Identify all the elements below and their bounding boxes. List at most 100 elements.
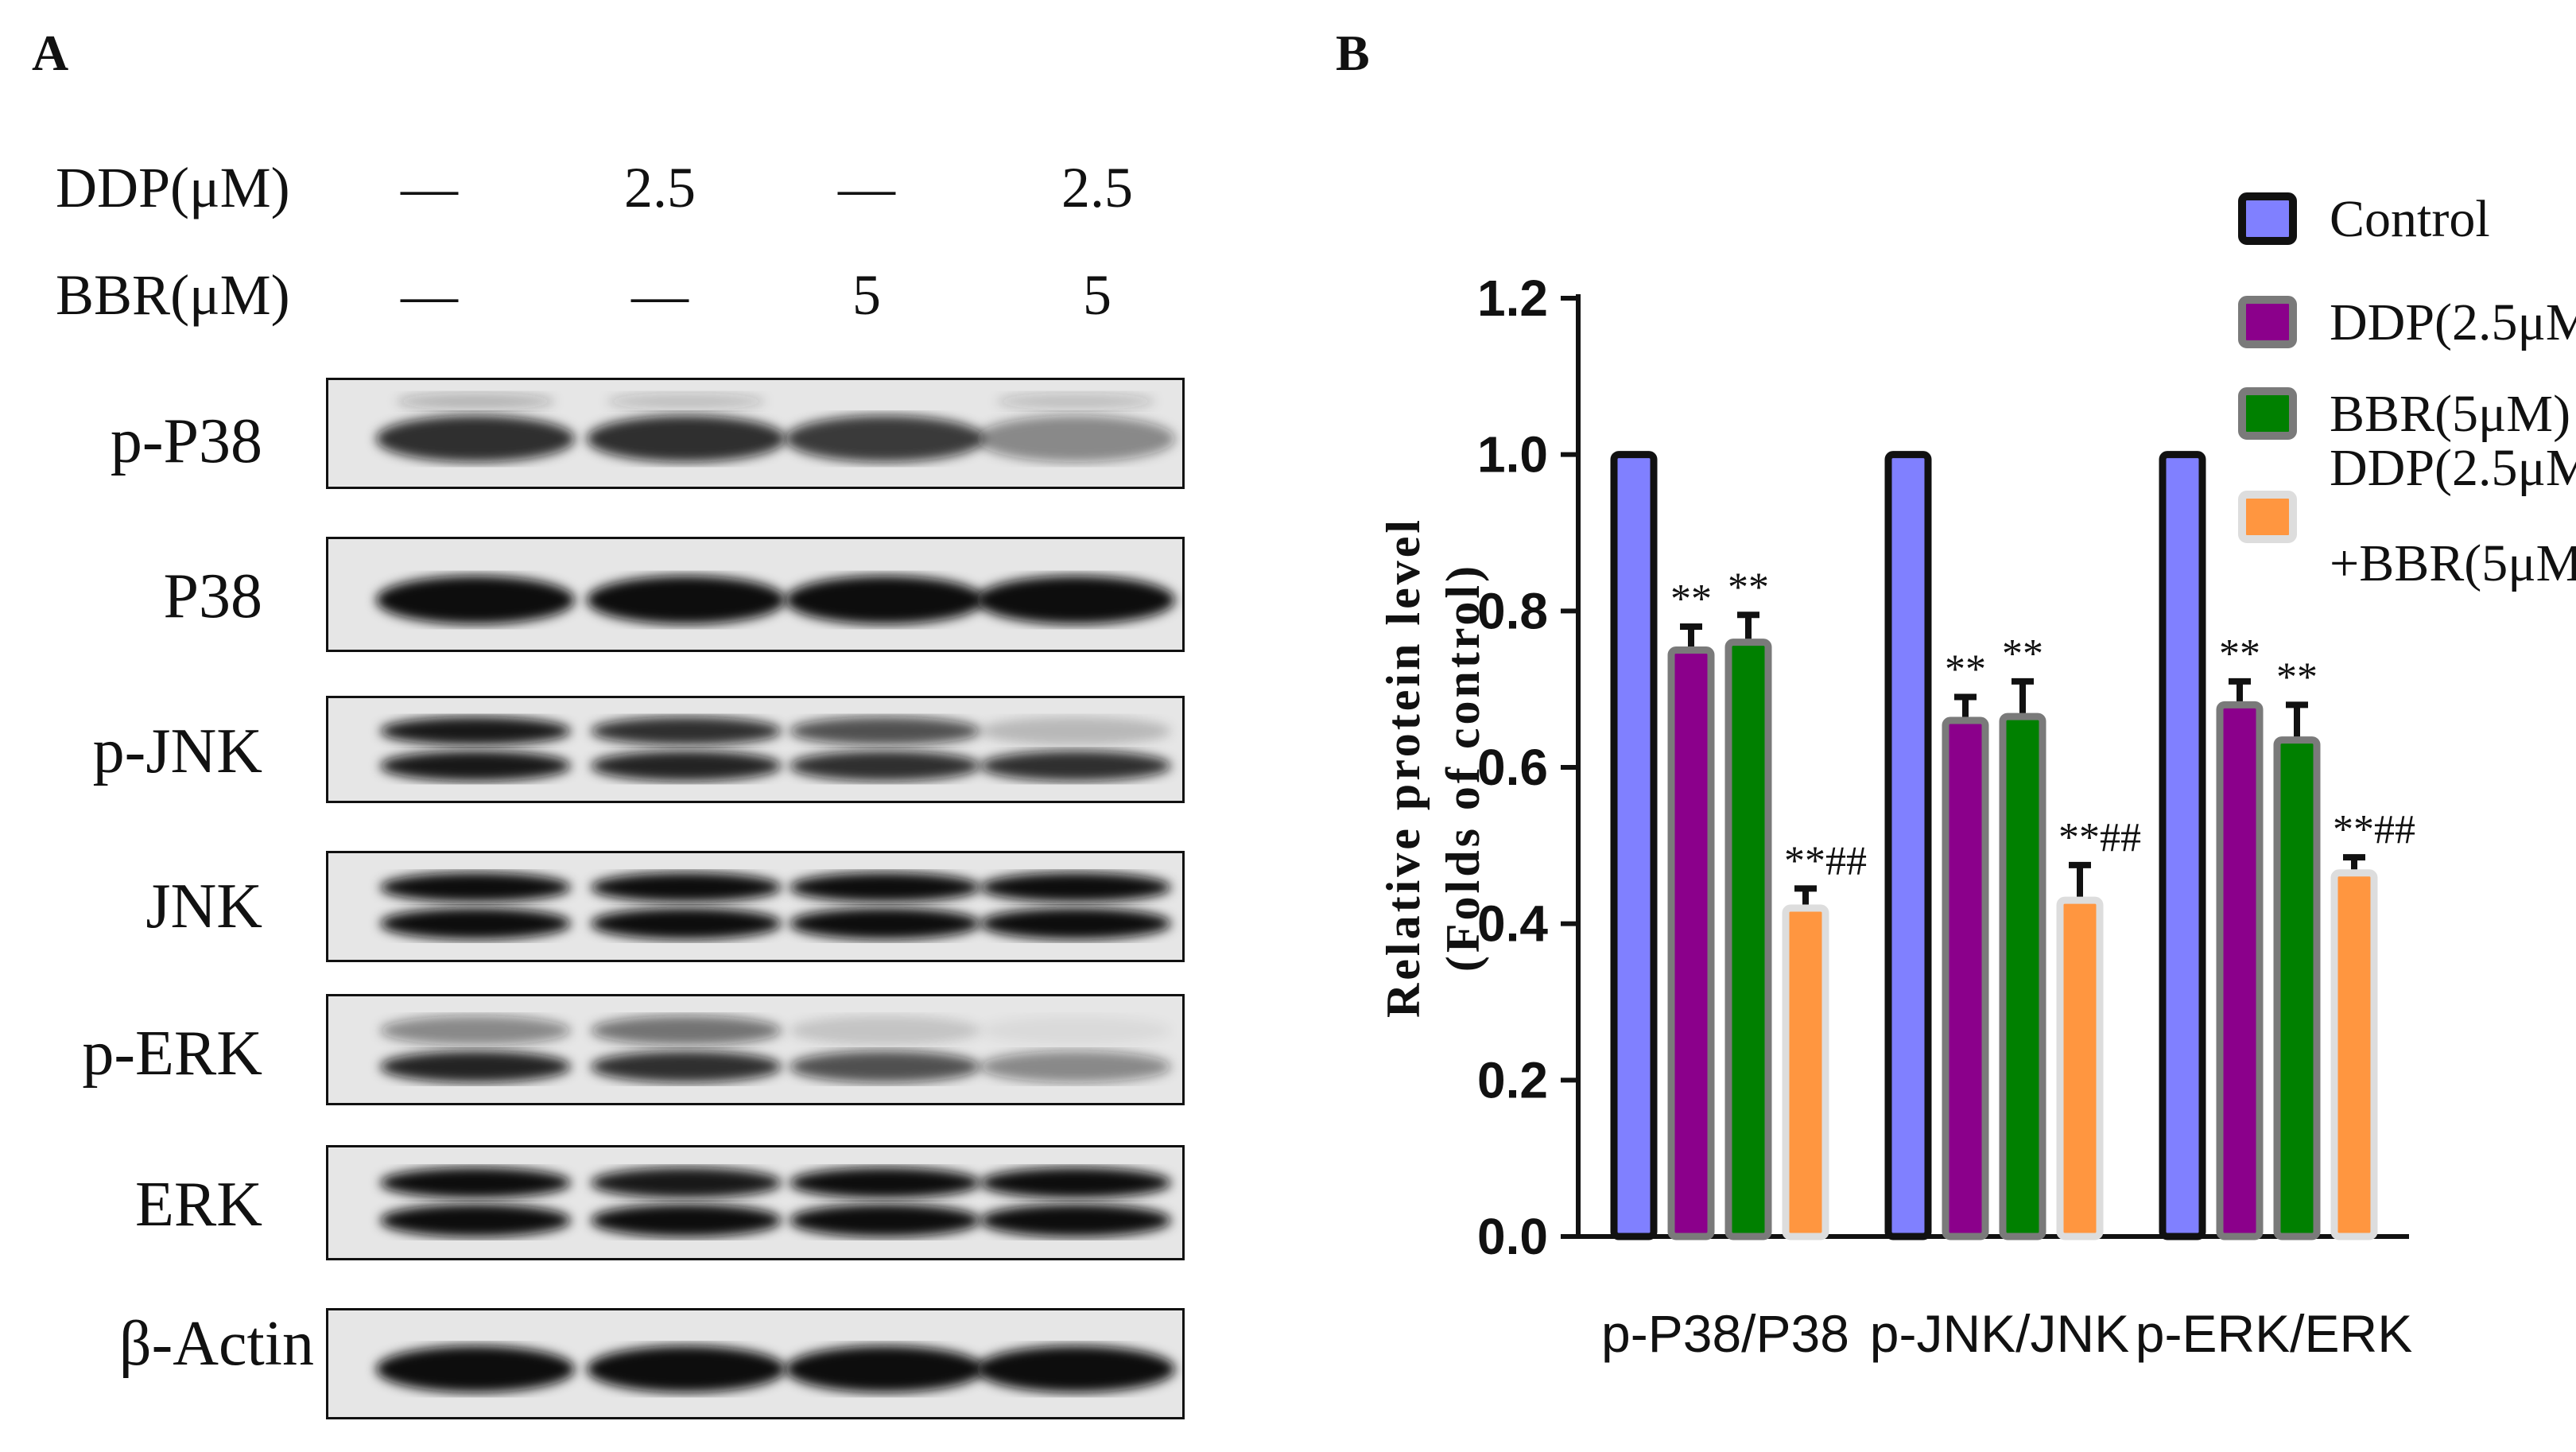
blot-band-lower	[380, 750, 571, 782]
blot-band-lower	[980, 1050, 1171, 1083]
blot-band-upper	[980, 716, 1171, 746]
blot-label-p38: P38	[163, 561, 263, 631]
blot-band-upper	[980, 1015, 1171, 1046]
legend-label: Control	[2330, 190, 2490, 248]
bbr-lane-4: 5	[1083, 263, 1111, 327]
blot-label-erk: ERK	[135, 1170, 262, 1240]
y-tick-label: 0.8	[1477, 582, 1548, 639]
blot-background	[328, 996, 1182, 1103]
bar	[1782, 904, 1829, 1240]
blot-label-jnk: JNK	[145, 872, 262, 941]
blot-strip-p-erk	[326, 994, 1185, 1105]
blot-band-upper	[380, 716, 571, 746]
blot-band-lower	[789, 1050, 980, 1083]
blot-band-upper	[789, 872, 980, 903]
blot-band	[786, 575, 984, 625]
significance-mark: **##	[1784, 838, 1867, 883]
blot-label-beta-actin: β-Actin	[118, 1309, 314, 1379]
x-tick-label: p-JNK/JNK	[1870, 1304, 2129, 1363]
blot-label-p-p38: p-P38	[110, 406, 262, 476]
legend-label: +BBR(5μM)	[2330, 534, 2576, 592]
blot-image-p-p38	[328, 380, 1182, 487]
ddp-lane-1: —	[401, 156, 458, 219]
blot-band-upper	[789, 716, 980, 746]
y-axis-label-2: (Folds of control)	[1437, 563, 1489, 972]
blot-band-lower	[380, 907, 571, 940]
ddp-lane-3: —	[838, 156, 895, 219]
significance-mark: **	[1670, 577, 1712, 622]
blot-band-lower	[980, 907, 1171, 940]
blot-band-upper	[591, 872, 782, 903]
blot-band	[376, 1345, 575, 1393]
blot-background	[328, 853, 1182, 960]
significance-mark: **	[1945, 647, 1986, 693]
bar	[2330, 869, 2378, 1240]
bar	[1942, 716, 1989, 1240]
blot-band-upper	[789, 1015, 980, 1046]
bbr-lane-3: 5	[852, 263, 881, 327]
blot-band-upper	[380, 1167, 571, 1198]
significance-mark: **##	[2058, 815, 2141, 860]
blot-band-faint	[396, 393, 555, 410]
blot-band	[376, 575, 575, 625]
significance-mark: **	[2002, 631, 2043, 677]
blot-band-upper	[980, 1167, 1171, 1198]
legend-label: DDP(2.5μM)	[2330, 293, 2576, 351]
blot-band	[976, 415, 1175, 463]
bar	[2159, 451, 2206, 1240]
blot-band	[976, 1345, 1175, 1393]
blot-strip-p38	[326, 537, 1185, 652]
bbr-lane-1: —	[401, 263, 458, 327]
bar	[1724, 639, 1772, 1240]
legend-swatch	[2238, 491, 2297, 543]
blot-band	[786, 415, 984, 463]
y-tick-label: 0.0	[1477, 1208, 1548, 1265]
blot-background	[328, 1147, 1182, 1258]
blot-band-faint	[996, 393, 1155, 410]
blot-band-upper	[591, 716, 782, 746]
blot-band-lower	[380, 1203, 571, 1237]
treatment-label-ddp: DDP(μM)	[56, 156, 290, 219]
legend-swatch	[2238, 296, 2297, 348]
bar	[1610, 451, 1658, 1240]
x-tick-label: p-ERK/ERK	[2136, 1304, 2412, 1363]
panel-a-letter: A	[32, 25, 69, 81]
bar	[1667, 646, 1715, 1240]
significance-mark: **	[2276, 654, 2318, 700]
blot-image-p38	[328, 539, 1182, 650]
treatment-label-bbr: BBR(μM)	[56, 263, 290, 327]
significance-mark: **	[1728, 565, 1769, 610]
blot-band-lower	[980, 750, 1171, 782]
bar	[2216, 701, 2264, 1240]
blot-band-lower	[591, 750, 782, 782]
blot-strip-jnk	[326, 851, 1185, 962]
bar	[1999, 712, 2046, 1240]
y-tick-label: 0.4	[1477, 895, 1548, 953]
blot-label-p-erk: p-ERK	[82, 1019, 262, 1089]
blot-strip-p-jnk	[326, 696, 1185, 803]
blot-strip-erk	[326, 1145, 1185, 1260]
blot-band	[976, 575, 1175, 625]
ddp-lane-4: 2.5	[1061, 156, 1133, 219]
legend-swatch	[2238, 192, 2297, 245]
x-tick-label: p-P38/P38	[1601, 1304, 1849, 1363]
blot-band-upper	[380, 872, 571, 903]
blot-band-lower	[591, 907, 782, 940]
bar	[2056, 896, 2104, 1240]
blot-band-upper	[591, 1015, 782, 1046]
blot-band-lower	[380, 1050, 571, 1083]
blot-band-lower	[789, 907, 980, 940]
blot-strip-p-p38	[326, 378, 1185, 489]
bar	[1884, 451, 1932, 1240]
blot-band	[376, 415, 575, 463]
blot-image-p-erk	[328, 996, 1182, 1103]
y-tick-label: 1.0	[1477, 426, 1548, 483]
legend-label: BBR(5μM)	[2330, 385, 2570, 443]
y-tick-label: 0.6	[1477, 739, 1548, 796]
blot-image-jnk	[328, 853, 1182, 960]
blot-image-erk	[328, 1147, 1182, 1258]
blot-band-lower	[591, 1050, 782, 1083]
y-axis-label: Relative protein level	[1377, 517, 1430, 1018]
blot-band-faint	[607, 393, 766, 410]
